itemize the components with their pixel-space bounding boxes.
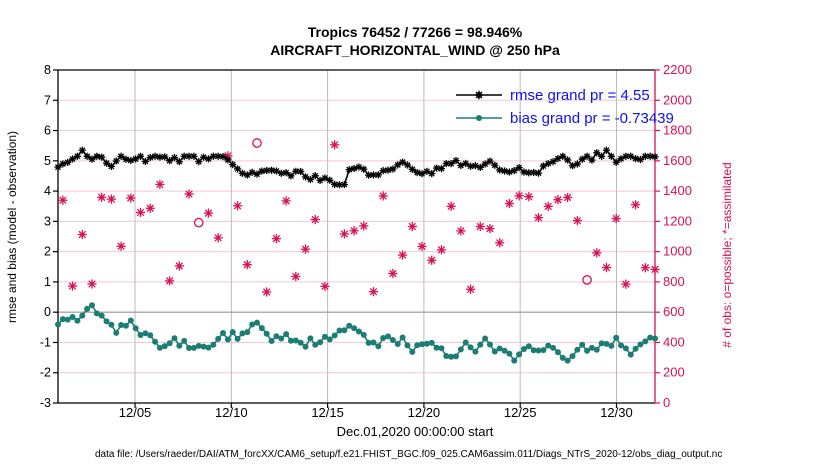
svg-text:2: 2 [44,245,51,259]
svg-text:0: 0 [44,305,51,319]
svg-text:200: 200 [663,365,685,380]
svg-text:bias grand pr = -0.73439: bias grand pr = -0.73439 [510,110,674,127]
svg-text:1400: 1400 [663,183,692,198]
svg-text:6: 6 [44,124,51,138]
svg-text:7: 7 [44,93,51,107]
svg-text:-3: -3 [40,396,51,410]
svg-text:-1: -1 [40,335,51,349]
svg-text:400: 400 [663,334,685,349]
svg-text:0: 0 [663,395,670,410]
svg-text:1: 1 [44,275,51,289]
svg-text:12/20: 12/20 [408,405,441,420]
svg-text:5: 5 [44,154,51,168]
svg-text:2200: 2200 [663,62,692,77]
svg-text:8: 8 [44,63,51,77]
svg-text:12/25: 12/25 [504,405,537,420]
svg-text:1200: 1200 [663,213,692,228]
svg-text:600: 600 [663,304,685,319]
svg-text:-2: -2 [40,366,51,380]
svg-text:800: 800 [663,274,685,289]
svg-text:12/05: 12/05 [119,405,152,420]
svg-text:4: 4 [44,184,51,198]
svg-text:rmse grand pr = 4.55: rmse grand pr = 4.55 [510,87,650,104]
svg-text:2000: 2000 [663,92,692,107]
svg-text:12/10: 12/10 [215,405,248,420]
svg-text:12/15: 12/15 [311,405,344,420]
svg-text:12/30: 12/30 [600,405,633,420]
svg-text:1600: 1600 [663,153,692,168]
